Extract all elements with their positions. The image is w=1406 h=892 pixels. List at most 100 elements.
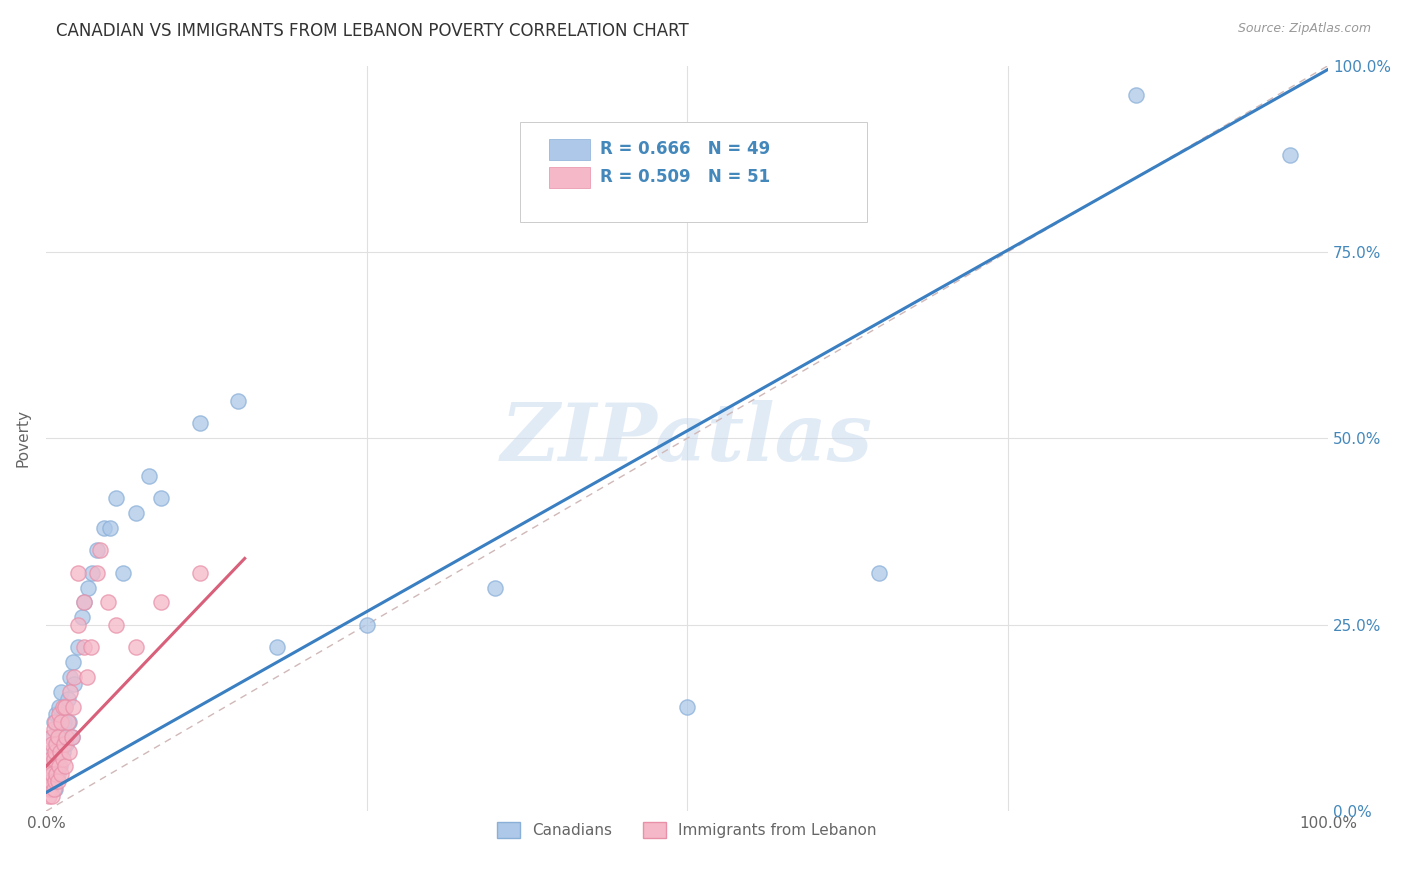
Point	[42, 781, 65, 796]
Point	[52, 714, 75, 729]
Point	[62, 699, 84, 714]
Point	[58, 745, 80, 759]
Point	[45, 752, 67, 766]
Point	[1278, 148, 1301, 162]
Point	[66, 566, 89, 580]
Point	[46, 767, 69, 781]
Point	[39, 745, 62, 759]
Text: R = 0.509   N = 51: R = 0.509 N = 51	[600, 169, 770, 186]
Text: Source: ZipAtlas.com: Source: ZipAtlas.com	[1237, 22, 1371, 36]
Point	[46, 730, 69, 744]
Point	[188, 566, 211, 580]
Point	[226, 394, 249, 409]
Point	[48, 699, 70, 714]
Point	[60, 730, 83, 744]
Point	[868, 566, 890, 580]
Point	[39, 730, 62, 744]
Point	[56, 692, 79, 706]
Point	[42, 722, 65, 736]
Point	[39, 774, 62, 789]
Point	[82, 566, 104, 580]
Point	[49, 745, 72, 759]
Point	[60, 730, 83, 744]
Point	[188, 417, 211, 431]
Point	[77, 581, 100, 595]
Text: CANADIAN VS IMMIGRANTS FROM LEBANON POVERTY CORRELATION CHART: CANADIAN VS IMMIGRANTS FROM LEBANON POVE…	[56, 22, 689, 40]
Point	[98, 521, 121, 535]
Point	[51, 730, 73, 744]
Point	[150, 491, 173, 505]
Point	[46, 774, 69, 789]
FancyBboxPatch shape	[520, 121, 866, 222]
Point	[53, 699, 76, 714]
Point	[1125, 88, 1147, 103]
Text: R = 0.666   N = 49: R = 0.666 N = 49	[600, 140, 770, 158]
Point	[484, 581, 506, 595]
Point	[48, 759, 70, 773]
Point	[55, 737, 77, 751]
Point	[76, 670, 98, 684]
Point	[59, 685, 82, 699]
Legend: Canadians, Immigrants from Lebanon: Canadians, Immigrants from Lebanon	[491, 816, 883, 845]
Point	[73, 640, 96, 655]
Point	[125, 640, 148, 655]
Point	[38, 745, 60, 759]
Point	[39, 752, 62, 766]
Point	[49, 759, 72, 773]
Point	[55, 730, 77, 744]
Point	[73, 595, 96, 609]
Point	[42, 759, 65, 773]
Point	[56, 714, 79, 729]
Point	[96, 595, 118, 609]
Point	[45, 767, 67, 781]
Point	[38, 767, 60, 781]
Point	[48, 745, 70, 759]
Point	[45, 707, 67, 722]
Y-axis label: Poverty: Poverty	[15, 409, 30, 467]
Point	[89, 543, 111, 558]
Bar	[548, 167, 589, 188]
Point	[150, 595, 173, 609]
Point	[53, 759, 76, 773]
Point	[51, 767, 73, 781]
Point	[105, 491, 128, 505]
Point	[41, 730, 63, 744]
Point	[105, 617, 128, 632]
Point	[41, 767, 63, 781]
Point	[48, 707, 70, 722]
Point	[266, 640, 288, 655]
Point	[52, 699, 75, 714]
Point	[41, 789, 63, 804]
Point	[41, 767, 63, 781]
Point	[356, 617, 378, 632]
Point	[41, 737, 63, 751]
Point	[66, 640, 89, 655]
Point	[44, 714, 66, 729]
Point	[73, 595, 96, 609]
Point	[38, 789, 60, 804]
Point	[111, 566, 134, 580]
Point	[58, 714, 80, 729]
Bar	[548, 138, 589, 160]
Point	[38, 774, 60, 789]
Point	[70, 610, 93, 624]
Point	[51, 714, 73, 729]
Point	[63, 670, 86, 684]
Point	[86, 566, 108, 580]
Point	[138, 468, 160, 483]
Point	[42, 714, 65, 729]
Point	[59, 670, 82, 684]
Point	[80, 640, 103, 655]
Point	[125, 506, 148, 520]
Point	[52, 745, 75, 759]
Point	[52, 737, 75, 751]
Point	[44, 774, 66, 789]
Point	[93, 521, 115, 535]
Point	[46, 722, 69, 736]
Point	[44, 781, 66, 796]
Point	[42, 752, 65, 766]
Point	[63, 677, 86, 691]
Text: ZIPatlas: ZIPatlas	[501, 400, 873, 477]
Point	[44, 745, 66, 759]
Point	[66, 617, 89, 632]
